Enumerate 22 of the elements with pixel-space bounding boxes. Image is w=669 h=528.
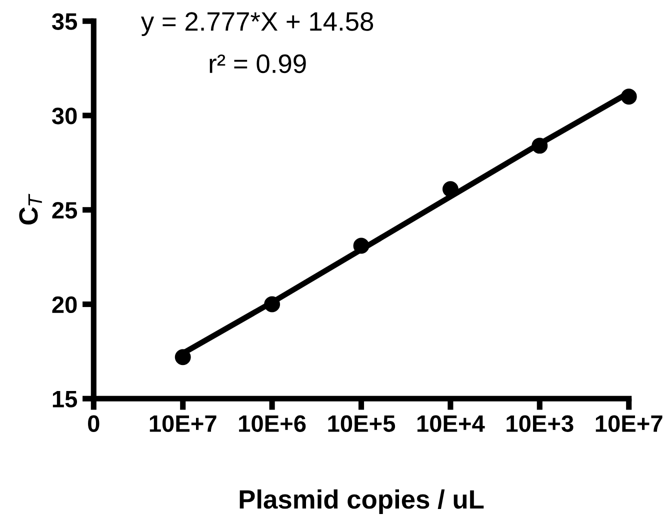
x-tick-label: 10E+7 [596,415,662,432]
annotation: r² = 0.99 [210,54,306,74]
y-tick-label: 20 [52,296,77,314]
point [620,88,637,105]
x-tick-label: 0 [88,415,100,432]
point [442,181,458,198]
x-tick-label: 10E+6 [239,415,306,432]
y-tick-label: 15 [52,390,78,408]
point [532,138,548,154]
x-tick-label: 10E+4 [417,415,485,432]
x-tick-label: 10E+5 [328,415,396,432]
x-axis-title: Plasmid copies / uL [240,489,484,514]
x-tick-label: 10E+3 [506,415,574,432]
y-tick-label: 35 [52,13,78,30]
point [174,349,191,366]
x-tick-label: 10E+7 [150,415,216,432]
annotation: y = 2.777*X + 14.58 [140,12,374,36]
y-tick-label: 25 [52,202,78,219]
point [353,238,370,254]
y-tick-label: 30 [52,108,77,124]
point [264,296,280,312]
y-axis-title: C$_{T}$ [19,194,42,224]
